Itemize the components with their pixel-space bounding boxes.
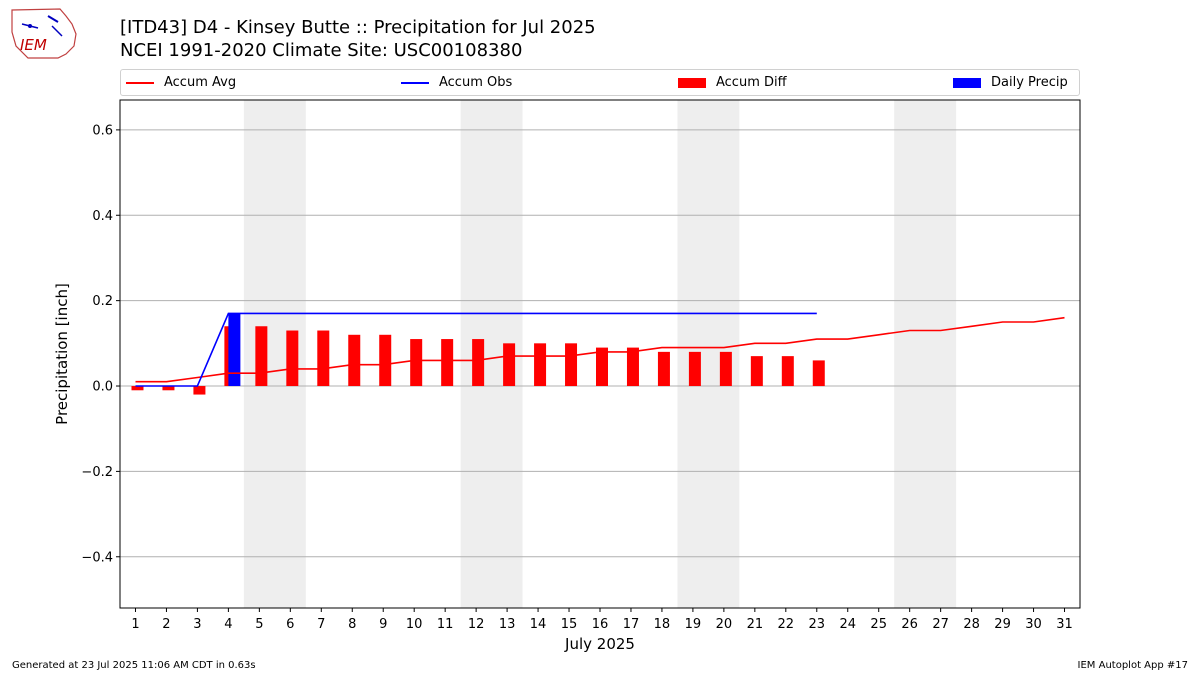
accum-diff-bar-day-18	[657, 351, 670, 387]
x-tick-label-18: 18	[654, 617, 671, 632]
accum-diff-bar-day-3	[193, 386, 206, 395]
x-tick-label-16: 16	[592, 617, 609, 632]
legend-swatch-accum-obs	[401, 81, 429, 84]
accum-diff-bar-day-15	[565, 343, 578, 387]
legend-label-accum-obs: Accum Obs	[439, 75, 513, 90]
legend-label-accum-diff: Accum Diff	[716, 75, 787, 90]
x-tick-label-2: 2	[162, 617, 170, 632]
x-tick-label-1: 1	[131, 617, 139, 632]
x-tick-label-28: 28	[963, 617, 980, 632]
legend-item-accum-obs: Accum Obs	[401, 70, 512, 95]
accum-diff-bar-day-6	[286, 330, 299, 387]
accum-diff-bar-day-7	[317, 330, 330, 387]
accum-diff-bar-day-20	[719, 351, 732, 387]
legend-swatch-daily-precip	[953, 77, 981, 88]
y-tick-label-2: 0.0	[92, 380, 113, 395]
legend-swatch-accum-diff	[678, 77, 706, 88]
x-tick-label-4: 4	[224, 617, 232, 632]
x-tick-label-3: 3	[193, 617, 201, 632]
x-tick-label-29: 29	[994, 617, 1011, 632]
accum-diff-bar-day-8	[348, 334, 361, 387]
accum-diff-bar-day-10	[410, 339, 423, 387]
x-tick-label-5: 5	[255, 617, 263, 632]
x-tick-label-23: 23	[809, 617, 826, 632]
daily-precip-bar-day-4	[228, 313, 241, 387]
legend-label-accum-avg: Accum Avg	[164, 75, 237, 90]
x-tick-label-8: 8	[348, 617, 356, 632]
accum-diff-bar-day-1	[131, 386, 144, 391]
x-tick-label-13: 13	[499, 617, 516, 632]
weekend-band-2	[460, 100, 523, 608]
logo-text: IEM	[20, 36, 47, 54]
accum-obs-line	[135, 312, 817, 387]
chart-subtitle: NCEI 1991-2020 Climate Site: USC00108380	[120, 40, 523, 61]
accum-diff-bar-day-23	[812, 360, 825, 387]
accum-diff-bar-day-19	[688, 351, 701, 387]
chart-title: [ITD43] D4 - Kinsey Butte :: Precipitati…	[120, 17, 596, 38]
x-tick-label-20: 20	[716, 617, 733, 632]
legend: Accum Avg Accum Obs Accum Diff Daily Pre…	[120, 69, 1080, 96]
accum-diff-bar-day-17	[626, 347, 639, 387]
x-tick-label-14: 14	[530, 617, 547, 632]
accum-diff-bar-day-12	[472, 339, 485, 387]
x-tick-label-17: 17	[623, 617, 640, 632]
accum-diff-bar-day-5	[255, 326, 268, 387]
y-tick-label-5: 0.6	[92, 123, 113, 138]
accum-diff-bar-day-21	[750, 356, 763, 387]
accum-diff-bar-day-22	[781, 356, 794, 387]
x-tick-label-19: 19	[685, 617, 702, 632]
x-axis-label: July 2025	[564, 635, 635, 653]
weekend-band-3	[677, 100, 740, 608]
x-tick-label-9: 9	[379, 617, 387, 632]
accum-diff-bar-day-11	[441, 339, 454, 387]
accum-diff-bar-day-2	[162, 386, 175, 391]
accum-avg-line	[135, 316, 1065, 383]
x-tick-label-31: 31	[1056, 617, 1073, 632]
x-tick-label-7: 7	[317, 617, 325, 632]
accum-diff-bar-day-13	[503, 343, 516, 387]
generated-timestamp: Generated at 23 Jul 2025 11:06 AM CDT in…	[12, 660, 256, 671]
y-axis-label: Precipitation [inch]	[53, 283, 71, 425]
legend-item-accum-avg: Accum Avg	[126, 70, 236, 95]
accum-diff-bar-day-14	[534, 343, 547, 387]
x-tick-label-12: 12	[468, 617, 485, 632]
accum-diff-bar-day-16	[596, 347, 608, 387]
y-tick-label-3: 0.2	[92, 294, 113, 309]
legend-label-daily-precip: Daily Precip	[991, 75, 1068, 90]
weekend-band-4	[894, 100, 957, 608]
x-tick-label-24: 24	[839, 617, 856, 632]
accum-diff-bar-day-4	[224, 326, 237, 387]
iem-logo: IEM	[11, 8, 77, 59]
x-tick-label-10: 10	[406, 617, 423, 632]
x-tick-label-6: 6	[286, 617, 294, 632]
legend-item-daily-precip: Daily Precip	[953, 70, 1068, 95]
x-tick-label-15: 15	[561, 617, 578, 632]
legend-item-accum-diff: Accum Diff	[678, 70, 787, 95]
accum-diff-bar-day-9	[379, 334, 392, 387]
x-tick-label-21: 21	[747, 617, 764, 632]
legend-swatch-accum-avg	[126, 81, 154, 84]
x-tick-label-26: 26	[901, 617, 918, 632]
plot-frame	[119, 99, 1081, 609]
x-tick-label-25: 25	[870, 617, 887, 632]
y-tick-label-1: −0.2	[81, 465, 113, 480]
x-tick-label-30: 30	[1025, 617, 1042, 632]
app-credit: IEM Autoplot App #17	[1077, 660, 1188, 671]
x-tick-label-22: 22	[778, 617, 795, 632]
weekend-band-1	[243, 100, 306, 608]
x-tick-label-11: 11	[437, 617, 454, 632]
x-tick-label-27: 27	[932, 617, 949, 632]
y-tick-label-4: 0.4	[92, 209, 113, 224]
y-tick-label-0: −0.4	[81, 550, 113, 565]
